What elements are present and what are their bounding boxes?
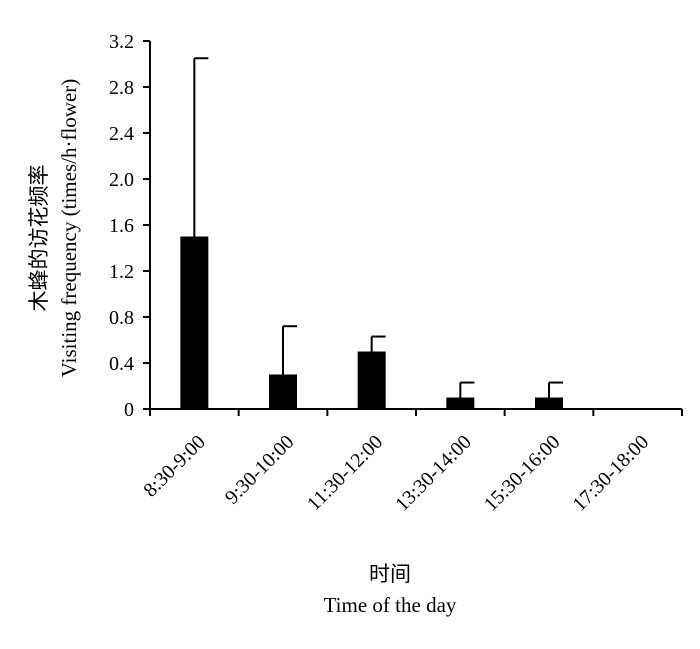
x-ticks-group: 8:30-9:00 9:30-10:00 11:30-12:00 13:30-14:0… xyxy=(139,409,683,516)
bar xyxy=(180,236,209,409)
y-axis-title-en: Visiting frequency (times/h·flower) xyxy=(57,79,81,377)
y-ticks-group: 0 0.4 0.8 1.2 1.6 2.0 2.4 2.8 3.2 xyxy=(109,31,150,421)
y-axis-title-cn: 木蜂的访花频率 xyxy=(27,165,51,312)
y-tick-label: 1.6 xyxy=(109,215,134,237)
y-tick-label: 2.8 xyxy=(109,77,134,99)
x-tick-label: 8:30-9:00 xyxy=(139,431,210,502)
bar xyxy=(357,351,386,409)
bar xyxy=(446,397,475,409)
x-axis-title-en: Time of the day xyxy=(324,593,457,617)
x-axis-title-cn: 时间 xyxy=(369,562,411,586)
x-tick-label: 17:30-18:00 xyxy=(569,431,654,516)
y-tick-label: 0 xyxy=(124,399,134,421)
y-tick-label: 3.2 xyxy=(109,31,134,53)
bar xyxy=(535,397,563,409)
x-tick-label: 11:30-12:00 xyxy=(303,431,387,515)
x-tick-label: 9:30-10:00 xyxy=(221,431,299,509)
y-tick-label: 2.4 xyxy=(109,123,134,145)
y-tick-label: 0.8 xyxy=(109,307,134,329)
y-tick-label: 1.2 xyxy=(109,261,134,283)
error-bars-group xyxy=(193,57,563,398)
y-tick-label: 0.4 xyxy=(109,353,134,375)
bar xyxy=(269,374,297,409)
x-tick-label: 15:30-16:00 xyxy=(480,431,565,516)
x-tick-label: 13:30-14:00 xyxy=(391,431,476,516)
y-tick-label: 2.0 xyxy=(109,169,134,191)
bars-group xyxy=(180,236,563,409)
